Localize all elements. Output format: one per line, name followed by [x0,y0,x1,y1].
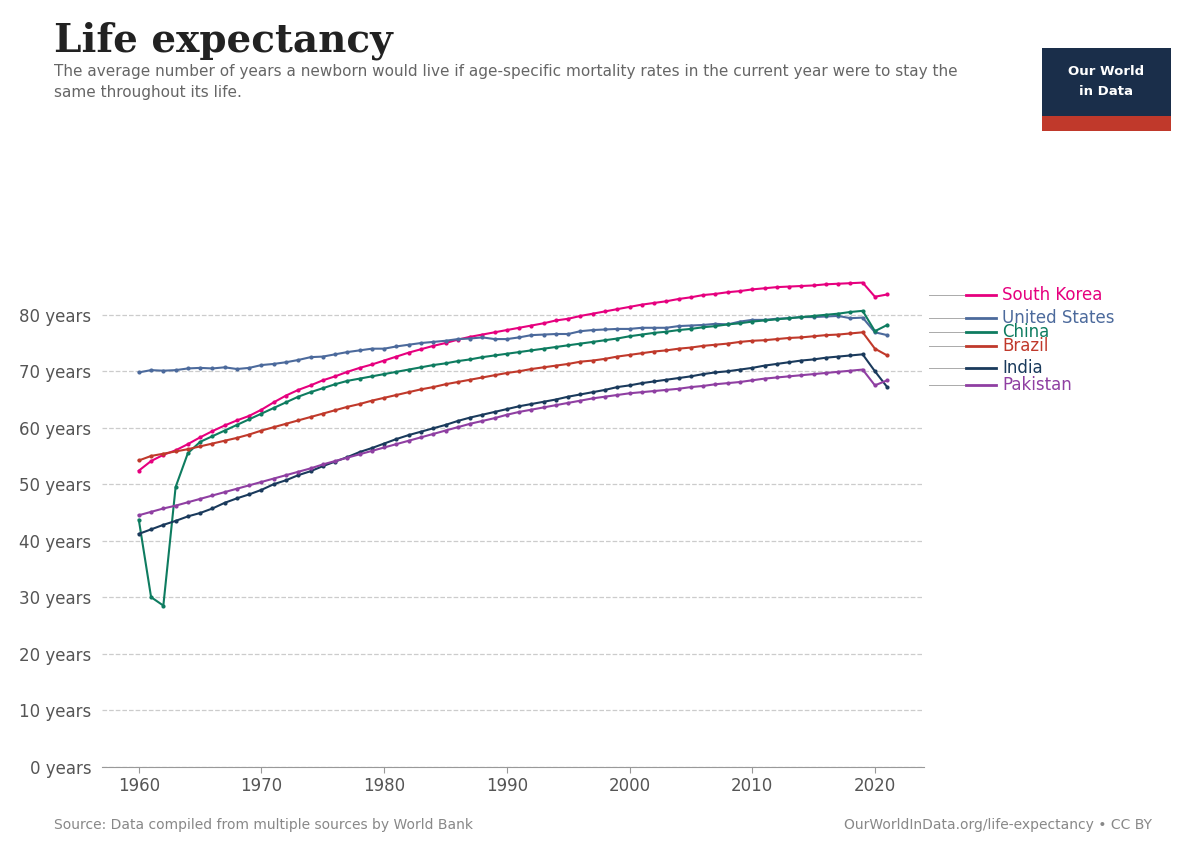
Text: Source: Data compiled from multiple sources by World Bank: Source: Data compiled from multiple sour… [54,817,473,832]
Text: China: China [1002,323,1049,340]
Text: OurWorldInData.org/life-expectancy • CC BY: OurWorldInData.org/life-expectancy • CC … [844,817,1152,832]
Text: Brazil: Brazil [1002,337,1049,355]
Text: South Korea: South Korea [1002,286,1103,304]
Bar [1042,48,1171,116]
Text: India: India [1002,359,1043,378]
Text: in Data: in Data [1080,85,1134,98]
Bar [1042,116,1171,131]
Text: Our World: Our World [1068,65,1145,78]
Text: United States: United States [1002,308,1115,327]
Text: Life expectancy: Life expectancy [54,21,392,59]
Text: Pakistan: Pakistan [1002,376,1072,395]
Text: The average number of years a newborn would live if age-specific mortality rates: The average number of years a newborn wo… [54,64,958,100]
